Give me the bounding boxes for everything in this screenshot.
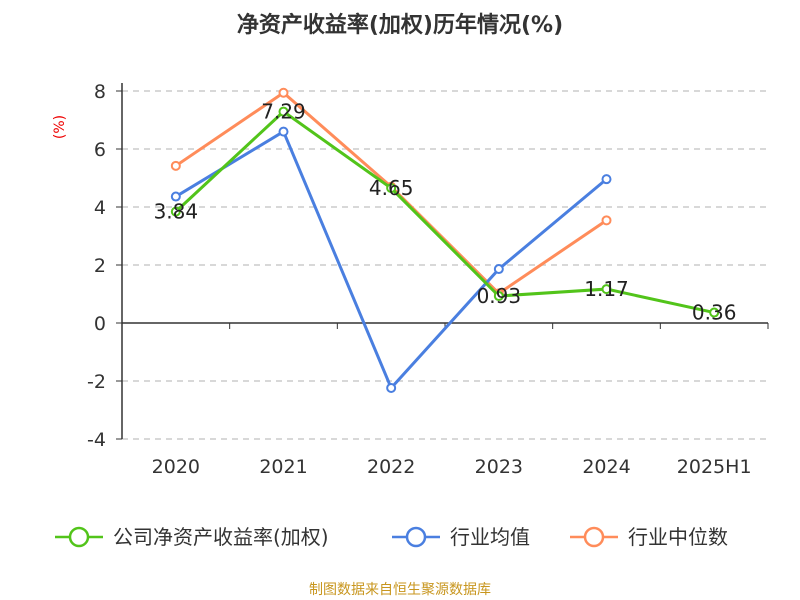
data-label: 3.84	[154, 200, 199, 224]
data-label: 0.93	[477, 284, 522, 308]
data-label: 0.36	[692, 301, 737, 325]
legend-marker-icon	[405, 526, 427, 548]
data-label: 1.17	[584, 277, 629, 301]
data-point	[601, 284, 612, 295]
y-tick-label: -2	[87, 371, 106, 393]
y-tick-label: 2	[94, 255, 106, 277]
data-point	[170, 160, 181, 171]
data-point	[170, 191, 181, 202]
y-tick-label: -4	[87, 429, 106, 451]
data-point	[601, 174, 612, 185]
legend-marker-icon	[68, 526, 90, 548]
series-line-1	[175, 129, 608, 391]
y-tick-label: 8	[94, 81, 106, 103]
data-point	[386, 183, 397, 194]
x-tick-label: 2025H1	[677, 456, 752, 478]
data-point	[493, 264, 504, 275]
series-line-0	[174, 109, 715, 315]
x-tick-label: 2021	[259, 456, 307, 478]
y-tick-label: 6	[94, 139, 106, 161]
data-point	[278, 106, 289, 117]
x-tick-label: 2020	[152, 456, 200, 478]
data-point	[601, 215, 612, 226]
legend-label: 行业均值	[450, 525, 530, 549]
data-label: 4.65	[369, 176, 414, 200]
chart-title: 净资产收益率(加权)历年情况(%)	[237, 12, 563, 38]
data-label: 7.29	[261, 100, 306, 124]
legend-label: 公司净资产收益率(加权)	[113, 525, 329, 549]
data-point	[709, 307, 720, 318]
data-point	[386, 382, 397, 393]
source-note: 制图数据来自恒生聚源数据库	[309, 582, 491, 598]
x-tick-label: 2023	[475, 456, 523, 478]
legend-marker-icon	[583, 526, 605, 548]
y-tick-label: 0	[94, 313, 106, 335]
x-tick-label: 2024	[582, 456, 630, 478]
y-tick-label: 4	[94, 197, 106, 219]
y-axis-label: (%)	[52, 115, 68, 139]
data-point	[278, 87, 289, 98]
legend-item: 行业中位数	[570, 525, 728, 549]
legend-label: 行业中位数	[628, 525, 728, 549]
x-tick-label: 2022	[367, 456, 415, 478]
data-point	[493, 291, 504, 302]
legend-item: 公司净资产收益率(加权)	[55, 525, 329, 549]
data-point	[278, 126, 289, 137]
data-point	[170, 206, 181, 217]
legend-item: 行业均值	[392, 525, 530, 549]
